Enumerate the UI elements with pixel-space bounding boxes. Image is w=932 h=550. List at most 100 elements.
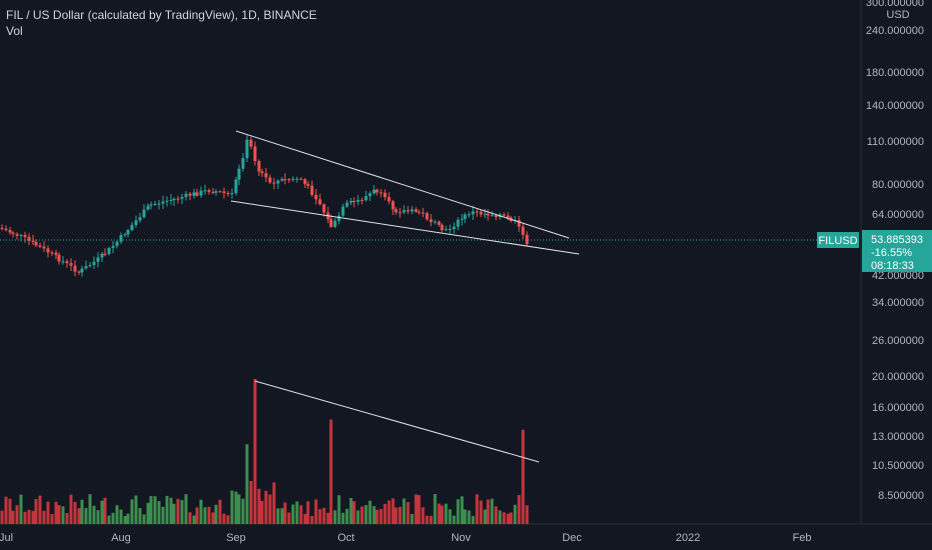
candle-body: [188, 193, 192, 196]
volume-trendline[interactable]: [254, 380, 540, 463]
volume-bar: [249, 480, 253, 524]
candle-body: [417, 211, 421, 213]
volume-label: Vol: [6, 24, 23, 38]
volume-bar: [211, 512, 215, 524]
volume-bar: [444, 503, 448, 524]
candle-body: [253, 146, 257, 161]
candle-body: [414, 209, 418, 212]
candle-body: [437, 221, 441, 225]
price-tick-label: 42.000000: [872, 270, 924, 282]
volume-bar: [486, 499, 490, 524]
volume-bar: [123, 515, 127, 524]
candle-body: [310, 185, 314, 195]
candle-body: [475, 211, 479, 213]
candle-body: [241, 158, 245, 169]
candle-body: [0, 228, 4, 229]
volume-bar: [502, 512, 506, 524]
candle-body: [375, 189, 379, 193]
candle-body: [149, 204, 153, 206]
volume-bar: [276, 508, 280, 524]
volume-bar: [517, 495, 521, 524]
volume-bar: [142, 514, 146, 524]
time-tick-label: Aug: [111, 532, 131, 544]
trendline-upper[interactable]: [235, 130, 570, 239]
volume-bar: [295, 501, 299, 524]
volume-bar: [126, 513, 130, 524]
candle-body: [318, 199, 322, 205]
trendline-lower[interactable]: [230, 200, 580, 255]
candle-body: [218, 191, 222, 193]
price-tick-label: 13.000000: [872, 431, 924, 443]
candle-body: [440, 224, 444, 231]
candle-body: [452, 226, 456, 230]
candle-body: [490, 215, 494, 217]
candle-body: [433, 221, 437, 223]
candle-body: [494, 215, 498, 218]
volume-bar: [15, 505, 19, 524]
candle-body: [50, 252, 54, 254]
chart-title: FIL / US Dollar (calculated by TradingVi…: [6, 8, 317, 22]
volume-bar: [226, 515, 230, 524]
candle-body: [214, 191, 218, 193]
volume-bar: [314, 499, 318, 524]
candle-body: [410, 209, 414, 212]
time-tick-label: Nov: [451, 532, 471, 544]
candle-body: [525, 234, 529, 245]
candle-body: [180, 197, 184, 199]
candle-body: [406, 210, 410, 212]
candle-body: [264, 173, 268, 178]
volume-bar: [260, 500, 264, 524]
volume-bar: [345, 508, 349, 524]
volume-bar: [138, 508, 142, 524]
price-tick-label: 26.000000: [872, 335, 924, 347]
price-axis: 300.000000 240.000000 180.000000 140.000000…: [866, 0, 924, 502]
symbol-tag: [817, 232, 859, 248]
candle-body: [322, 204, 326, 213]
volume-bar: [356, 510, 360, 524]
candle-body: [69, 263, 73, 266]
candle-body: [521, 226, 525, 235]
candle-body: [77, 271, 81, 273]
candle-body: [517, 219, 521, 227]
volume-bar: [222, 513, 226, 524]
candle-body: [153, 203, 157, 205]
candle-body: [295, 178, 299, 180]
volume-bar: [509, 512, 513, 524]
candle-body: [161, 201, 165, 204]
volume-bar: [180, 500, 184, 524]
candle-body: [287, 179, 291, 181]
candle-body: [27, 236, 31, 241]
time-tick-label: Feb: [793, 532, 812, 544]
candle-body: [203, 190, 207, 192]
price-tick-label: 10.500000: [872, 460, 924, 472]
volume-bar: [456, 499, 460, 524]
price-tick-label: 80.000000: [872, 179, 924, 191]
volume-bar: [341, 512, 345, 524]
candle-body: [73, 265, 77, 272]
volume-bar: [257, 488, 261, 524]
volume-bar: [134, 495, 138, 524]
volume-bar: [111, 512, 115, 524]
candle-body: [360, 199, 364, 201]
volume-bar: [364, 505, 368, 524]
volume-bar: [203, 507, 207, 524]
volume-bar: [11, 510, 15, 524]
candle-body: [42, 246, 46, 249]
candle-body: [96, 257, 100, 262]
candle-body: [341, 206, 345, 216]
candle-body: [394, 209, 398, 213]
volume-bar: [463, 509, 467, 524]
volume-bar: [69, 494, 73, 524]
candle-body: [291, 178, 295, 180]
volume-bar: [23, 511, 27, 524]
volume-bar: [50, 514, 54, 524]
candle-body: [130, 224, 134, 231]
candle-body: [31, 240, 35, 242]
candle-body: [234, 179, 238, 194]
volume-bar: [291, 504, 295, 524]
volume-bar: [379, 508, 383, 524]
candle-body: [100, 253, 104, 258]
volume-bar: [322, 507, 326, 524]
